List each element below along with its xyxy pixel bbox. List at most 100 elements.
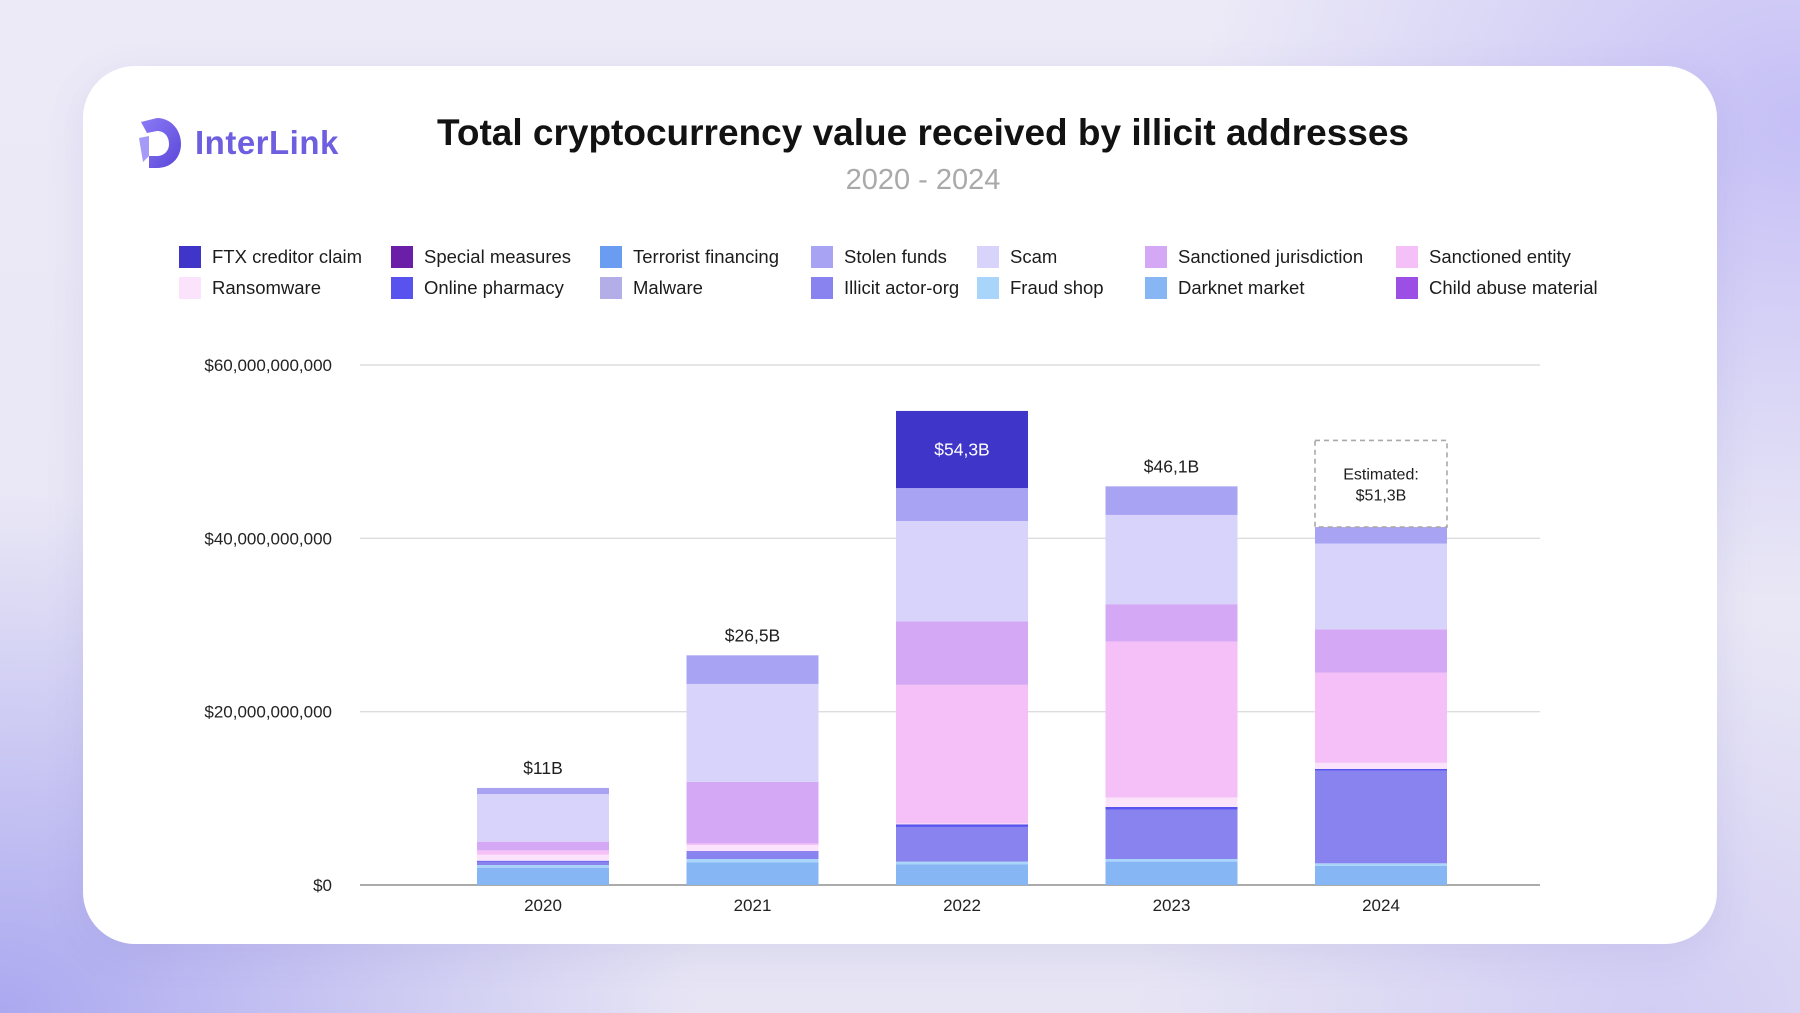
bar-segment-sanctioned-entity-2022[interactable] <box>896 684 1028 824</box>
legend-swatch <box>600 277 622 299</box>
bar-total-label: $46,1B <box>1144 456 1199 476</box>
legend-label: Sanctioned entity <box>1429 246 1571 267</box>
bar-segment-illicit-actor-org-2021[interactable] <box>686 852 819 859</box>
bar-segment-sanctioned-entity-2020[interactable] <box>477 850 609 855</box>
legend-item-fraud-shop[interactable]: Fraud shop <box>977 277 1145 299</box>
legend-item-terrorist-financing[interactable]: Terrorist financing <box>600 246 811 268</box>
bar-group-2021[interactable] <box>686 655 819 885</box>
bar-segment-darknet-market-2020[interactable] <box>477 867 609 885</box>
bar-segment-ransomware-2023[interactable] <box>1105 797 1238 807</box>
bar-total-label: $26,5B <box>725 625 780 645</box>
bar-segment-sanctioned-entity-2021[interactable] <box>686 843 819 846</box>
y-tick-label: $40,000,000,000 <box>204 529 332 548</box>
bar-segment-sanctioned-jurisdiction-2020[interactable] <box>477 841 609 851</box>
legend-swatch <box>1145 277 1167 299</box>
bar-segment-sanctioned-jurisdiction-2022[interactable] <box>896 621 1028 685</box>
y-tick-label: $20,000,000,000 <box>204 703 332 722</box>
bar-segment-scam-2022[interactable] <box>896 521 1028 622</box>
bar-segment-ftx-creditor-claim-2022[interactable] <box>896 410 1028 489</box>
bar-segment-ransomware-2022[interactable] <box>896 823 1028 825</box>
x-tick-label: 2023 <box>1153 896 1191 915</box>
y-tick-label: $0 <box>313 876 332 895</box>
legend-swatch <box>1145 246 1167 268</box>
legend-label: Malware <box>633 277 703 298</box>
legend-label: Online pharmacy <box>424 277 564 298</box>
bar-segment-fraud-shop-2020[interactable] <box>477 865 609 868</box>
legend-item-sanctioned-jurisdiction[interactable]: Sanctioned jurisdiction <box>1145 246 1396 268</box>
legend-swatch <box>977 246 999 268</box>
bar-segment-online-pharmacy-2023[interactable] <box>1105 807 1238 810</box>
legend-item-scam[interactable]: Scam <box>977 246 1145 268</box>
bar-segment-scam-2020[interactable] <box>477 794 609 842</box>
legend-item-special-measures[interactable]: Special measures <box>391 246 600 268</box>
bar-segment-ransomware-2020[interactable] <box>477 854 609 861</box>
bar-segment-scam-2021[interactable] <box>686 683 819 782</box>
x-tick-label: 2024 <box>1362 896 1400 915</box>
bar-segment-darknet-market-2023[interactable] <box>1105 861 1238 885</box>
estimate-value: $51,3B <box>1356 488 1407 505</box>
legend-swatch <box>1396 277 1418 299</box>
bar-segment-stolen-funds-2022[interactable] <box>896 488 1028 521</box>
legend-label: Ransomware <box>212 277 321 298</box>
x-tick-label: 2021 <box>734 896 772 915</box>
bar-total-label: $11B <box>523 758 563 778</box>
bar-segment-sanctioned-jurisdiction-2021[interactable] <box>686 781 819 844</box>
bar-group-2022[interactable] <box>896 410 1028 885</box>
brand-logo[interactable]: InterLink <box>135 116 339 170</box>
bar-segment-stolen-funds-2024[interactable] <box>1315 527 1447 544</box>
brand-name: InterLink <box>195 124 339 161</box>
legend-item-illicit-actor-org[interactable]: Illicit actor-org <box>811 277 977 299</box>
bar-segment-ransomware-2021[interactable] <box>686 845 819 852</box>
legend-item-ftx-creditor-claim[interactable]: FTX creditor claim <box>179 246 391 268</box>
bar-segment-fraud-shop-2022[interactable] <box>896 861 1028 865</box>
bar-segment-scam-2024[interactable] <box>1315 543 1447 630</box>
legend-swatch <box>600 246 622 268</box>
bar-segment-online-pharmacy-2022[interactable] <box>896 824 1028 827</box>
legend-label: Terrorist financing <box>633 246 780 267</box>
bar-segment-illicit-actor-org-2023[interactable] <box>1105 809 1238 859</box>
bar-segment-illicit-actor-org-2024[interactable] <box>1315 770 1447 864</box>
legend-item-darknet-market[interactable]: Darknet market <box>1145 277 1396 299</box>
bar-group-2023[interactable] <box>1105 486 1238 885</box>
bar-group-2020[interactable] <box>477 787 609 885</box>
y-tick-label: $60,000,000,000 <box>204 356 332 375</box>
legend-item-online-pharmacy[interactable]: Online pharmacy <box>391 277 600 299</box>
legend-label: Stolen funds <box>844 246 947 267</box>
legend-item-ransomware[interactable]: Ransomware <box>179 277 391 299</box>
chart-legend: FTX creditor claim Special measures Terror… <box>179 246 1659 299</box>
bar-segment-stolen-funds-2023[interactable] <box>1105 486 1238 515</box>
legend-item-malware[interactable]: Malware <box>600 277 811 299</box>
bar-segment-ransomware-2024[interactable] <box>1315 762 1447 769</box>
bar-segment-sanctioned-jurisdiction-2023[interactable] <box>1105 604 1238 642</box>
legend-label: Special measures <box>424 246 572 267</box>
bar-segment-sanctioned-jurisdiction-2024[interactable] <box>1315 629 1447 673</box>
bar-segment-fraud-shop-2021[interactable] <box>686 859 819 863</box>
x-tick-label: 2020 <box>524 896 562 915</box>
legend-swatch <box>391 246 413 268</box>
bar-segment-fraud-shop-2024[interactable] <box>1315 863 1447 866</box>
legend-item-child-abuse-material[interactable]: Child abuse material <box>1396 277 1626 299</box>
bar-group-2024[interactable] <box>1315 527 1447 885</box>
bar-segment-darknet-market-2021[interactable] <box>686 862 819 885</box>
bar-segment-stolen-funds-2021[interactable] <box>686 655 819 684</box>
bar-segment-illicit-actor-org-2022[interactable] <box>896 826 1028 862</box>
legend-label: Scam <box>1010 246 1058 267</box>
bar-segment-illicit-actor-org-2020[interactable] <box>477 861 609 866</box>
bar-segment-darknet-market-2022[interactable] <box>896 864 1028 885</box>
bar-segment-sanctioned-entity-2023[interactable] <box>1105 641 1238 798</box>
bar-segment-online-pharmacy-2024[interactable] <box>1315 768 1447 771</box>
legend-label: Child abuse material <box>1429 277 1598 298</box>
bar-segment-fraud-shop-2023[interactable] <box>1105 859 1238 862</box>
bar-segment-online-pharmacy-2021[interactable] <box>686 851 819 853</box>
bar-segment-online-pharmacy-2020[interactable] <box>477 860 609 862</box>
bar-segment-scam-2023[interactable] <box>1105 514 1238 605</box>
legend-swatch <box>977 277 999 299</box>
bar-segment-stolen-funds-2020[interactable] <box>477 787 609 794</box>
bar-segment-sanctioned-entity-2024[interactable] <box>1315 672 1447 763</box>
bar-segment-darknet-market-2024[interactable] <box>1315 865 1447 885</box>
chart-subtitle: 2020 - 2024 <box>845 164 1001 196</box>
legend-item-sanctioned-entity[interactable]: Sanctioned entity <box>1396 246 1626 268</box>
legend-swatch <box>1396 246 1418 268</box>
legend-item-stolen-funds[interactable]: Stolen funds <box>811 246 977 268</box>
